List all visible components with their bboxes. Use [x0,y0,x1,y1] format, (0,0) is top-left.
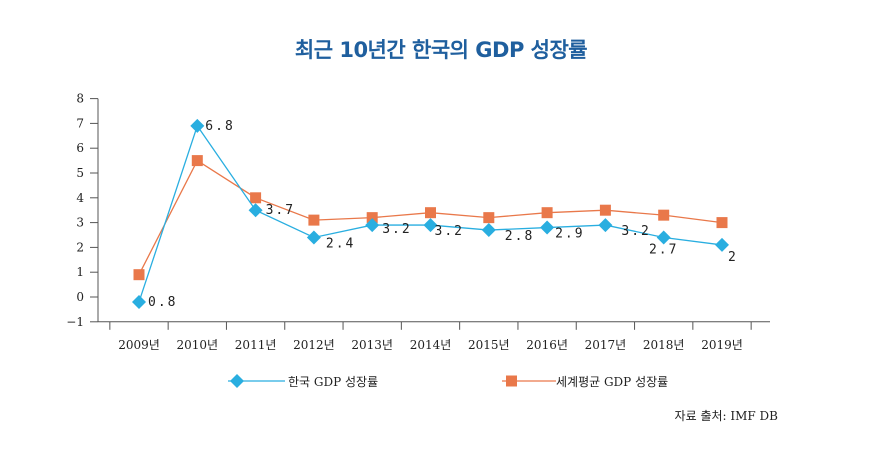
korea-point [132,294,146,309]
y-tick-label: 0 [76,290,84,304]
chart-axes [97,98,770,323]
x-tick-label: 2019년 [701,338,743,352]
y-tick-label: 6 [76,141,84,155]
legend: 한국 GDP 성장률 세계평균 GDP 성장률 [228,374,668,389]
korea-point [190,118,205,133]
korea-point [540,220,555,235]
data-label: 6.8 [205,119,234,134]
data-label: 3.2 [382,222,411,237]
y-tick-label: −1 [66,315,84,329]
x-axis-ticks: 2009년 2010년 2011년 2012년 2013년 2014년 2015년 2016년… [109,321,752,352]
korea-point [656,230,671,245]
source-note: 자료 출처: IMF DB [675,409,779,423]
x-tick-label: 2011년 [235,338,277,352]
world-point [425,207,436,219]
data-label: 2 [728,250,738,265]
data-labels: 0.8 6.8 3.7 2.4 3.2 3.2 2.8 2.9 3.2 2.7 2 [148,119,738,310]
world-point [250,192,262,204]
world-point [191,155,203,167]
data-label: 0.8 [148,295,177,310]
y-tick-label: 3 [76,216,84,230]
data-label: 3.2 [621,224,650,239]
data-label: 2.4 [326,236,355,251]
x-tick-label: 2009년 [118,338,160,352]
world-point [658,209,670,221]
x-tick-label: 2010년 [177,338,219,352]
korea-point [481,223,496,238]
x-tick-label: 2014년 [410,338,452,352]
data-label: 2.7 [649,242,678,257]
chart-title: 최근 10년간 한국의 GDP 성장률 [294,38,588,62]
y-tick-label: 8 [76,92,84,106]
y-tick-label: 4 [76,191,84,205]
world-point [483,212,495,224]
y-tick-label: 7 [76,116,84,130]
legend-korea-marker [230,374,244,388]
data-label: 2.9 [555,227,584,242]
korea-point [598,218,613,233]
korea-point [365,218,380,233]
data-label: 2.8 [505,229,534,244]
data-label: 3.7 [266,203,295,218]
x-tick-label: 2017년 [585,338,627,352]
data-label: 3.2 [435,224,464,239]
korea-point [306,230,321,245]
world-point [599,204,611,216]
korea-point [715,237,729,252]
world-point [308,214,320,226]
legend-korea-label: 한국 GDP 성장률 [288,375,378,389]
y-axis-ticks: 8 7 6 5 4 3 2 1 0 −1 [66,92,98,329]
x-tick-label: 2018년 [643,338,685,352]
x-tick-label: 2012년 [293,338,335,352]
y-tick-label: 2 [76,240,84,254]
x-tick-label: 2016년 [526,338,568,352]
korea-point [248,203,263,218]
x-tick-label: 2013년 [351,338,393,352]
world-point [716,217,728,229]
world-point [133,269,145,281]
y-tick-label: 1 [76,265,84,279]
world-point [541,207,553,219]
series-layer [132,118,729,309]
legend-world-marker [506,375,517,387]
x-tick-label: 2015년 [468,338,510,352]
legend-world-label: 세계평균 GDP 성장률 [556,375,668,389]
korea-point [423,218,438,233]
world-point [366,212,378,224]
y-tick-label: 5 [76,166,84,180]
